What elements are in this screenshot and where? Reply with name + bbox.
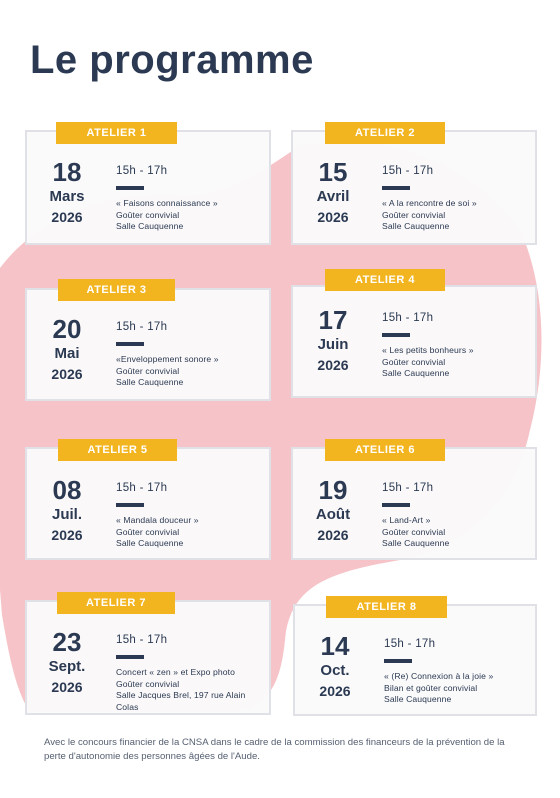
atelier-info-5: 15h - 17h « Mandala douceur » Goûter con…: [116, 481, 199, 550]
atelier-line: Colas: [116, 701, 139, 712]
atelier-tag-7: ATELIER 7: [57, 592, 175, 614]
atelier-line: Goûter convivial: [382, 209, 446, 220]
atelier-line: « Faisons connaissance »: [116, 198, 218, 208]
atelier-date-7: 23 Sept. 2026: [37, 627, 97, 697]
atelier-tag-2: ATELIER 2: [325, 122, 445, 144]
atelier-info-3: 15h - 17h «Enveloppement sonore » Goûter…: [116, 320, 219, 389]
date-month: Oct.: [320, 662, 350, 679]
atelier-info-4: 15h - 17h « Les petits bonheurs » Goûter…: [382, 311, 474, 380]
atelier-line: Salle Cauquenne: [382, 538, 450, 548]
atelier-date-1: 18 Mars 2026: [37, 157, 97, 227]
atelier-line: Goûter convivial: [382, 526, 446, 537]
date-year: 2026: [51, 366, 83, 382]
atelier-line: Concert « zen » et Expo photo: [116, 667, 235, 677]
atelier-tag-8: ATELIER 8: [326, 596, 447, 618]
date-month: Avril: [316, 188, 350, 205]
atelier-date-4: 17 Juin 2026: [303, 305, 363, 375]
atelier-line: « Mandala douceur »: [116, 515, 199, 525]
divider-bar: [116, 655, 144, 659]
atelier-time: 15h - 17h: [116, 634, 168, 646]
date-month: Août: [315, 506, 351, 523]
atelier-date-3: 20 Mai 2026: [37, 314, 97, 384]
date-day: 19: [318, 475, 348, 505]
divider-bar: [116, 503, 144, 507]
date-month: Sept.: [48, 658, 86, 675]
atelier-info-6: 15h - 17h « Land-Art » Goûter convivial …: [382, 481, 449, 550]
date-day: 18: [52, 157, 82, 187]
atelier-line: Salle Cauquenne: [384, 694, 452, 704]
atelier-card-2: [291, 130, 537, 245]
atelier-date-8: 14 Oct. 2026: [305, 631, 365, 701]
date-day: 23: [52, 627, 82, 657]
atelier-line: Salle Cauquenne: [382, 368, 450, 378]
atelier-line: Salle Cauquenne: [382, 221, 450, 231]
atelier-info-7: 15h - 17h Concert « zen » et Expo photo …: [116, 633, 245, 713]
date-month: Mai: [54, 345, 80, 362]
page-title: Le programme: [30, 38, 314, 82]
atelier-time: 15h - 17h: [116, 482, 168, 494]
atelier-time: 15h - 17h: [382, 312, 434, 324]
date-year: 2026: [51, 679, 83, 695]
divider-bar: [382, 186, 410, 190]
atelier-info-2: 15h - 17h « A la rencontre de soi » Goût…: [382, 164, 477, 233]
date-day: 17: [318, 305, 348, 335]
date-year: 2026: [317, 527, 349, 543]
divider-bar: [384, 659, 412, 663]
atelier-time: 15h - 17h: [116, 321, 168, 333]
date-year: 2026: [317, 357, 349, 373]
date-day: 14: [320, 631, 350, 661]
divider-bar: [382, 503, 410, 507]
atelier-time: 15h - 17h: [382, 165, 434, 177]
date-month: Mars: [49, 188, 85, 205]
atelier-line: Bilan et goûter convivial: [384, 682, 478, 693]
atelier-line: « Les petits bonheurs »: [382, 345, 474, 355]
atelier-time: 15h - 17h: [116, 165, 168, 177]
divider-bar: [382, 333, 410, 337]
atelier-line: Goûter convivial: [382, 356, 446, 367]
atelier-line: « Land-Art »: [382, 515, 431, 525]
atelier-line: Salle Cauquenne: [116, 221, 184, 231]
atelier-info-8: 15h - 17h « (Re) Connexion à la joie » B…: [384, 637, 493, 706]
atelier-line: Goûter convivial: [116, 678, 180, 689]
atelier-line: Goûter convivial: [116, 209, 180, 220]
atelier-line: « A la rencontre de soi »: [382, 198, 477, 208]
atelier-info-1: 15h - 17h « Faisons connaissance » Goûte…: [116, 164, 218, 233]
date-day: 20: [52, 314, 82, 344]
atelier-line: « (Re) Connexion à la joie »: [384, 671, 494, 681]
atelier-card-3: [25, 288, 271, 401]
date-day: 08: [52, 475, 82, 505]
atelier-time: 15h - 17h: [384, 638, 436, 650]
atelier-date-2: 15 Avril 2026: [303, 157, 363, 227]
divider-bar: [116, 186, 144, 190]
atelier-tag-4: ATELIER 4: [325, 269, 445, 291]
divider-bar: [116, 342, 144, 346]
atelier-tag-5: ATELIER 5: [58, 439, 177, 461]
atelier-time: 15h - 17h: [382, 482, 434, 494]
atelier-line: Salle Cauquenne: [116, 538, 184, 548]
atelier-tag-3: ATELIER 3: [58, 279, 175, 301]
atelier-line: «Enveloppement sonore »: [116, 354, 219, 364]
atelier-line: Goûter convivial: [116, 365, 180, 376]
date-day: 15: [318, 157, 348, 187]
atelier-date-6: 19 Août 2026: [303, 475, 363, 545]
atelier-tag-1: ATELIER 1: [56, 122, 177, 144]
date-year: 2026: [317, 209, 349, 225]
date-year: 2026: [319, 683, 351, 699]
atelier-line: Salle Cauquenne: [116, 377, 184, 387]
date-year: 2026: [51, 527, 83, 543]
date-month: Juil.: [51, 506, 82, 523]
atelier-line: Goûter convivial: [116, 526, 180, 537]
atelier-tag-6: ATELIER 6: [325, 439, 445, 461]
date-month: Juin: [317, 336, 349, 353]
footer-funding-note: Avec le concours financier de la CNSA da…: [44, 737, 505, 762]
date-year: 2026: [51, 209, 83, 225]
atelier-line: Salle Jacques Brel, 197 rue Alain: [116, 690, 246, 700]
atelier-date-5: 08 Juil. 2026: [37, 475, 97, 545]
